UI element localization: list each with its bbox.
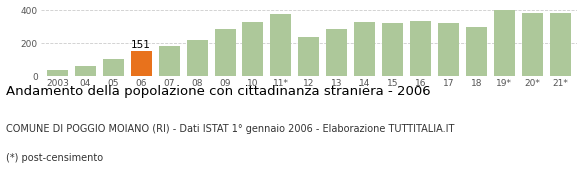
Bar <box>187 40 208 76</box>
Text: COMUNE DI POGGIO MOIANO (RI) - Dati ISTAT 1° gennaio 2006 - Elaborazione TUTTITA: COMUNE DI POGGIO MOIANO (RI) - Dati ISTA… <box>6 124 454 134</box>
Bar <box>522 13 543 76</box>
Bar <box>75 66 96 76</box>
Bar <box>130 52 152 76</box>
Text: 151: 151 <box>131 40 151 50</box>
Bar <box>382 23 403 76</box>
Bar <box>103 59 124 76</box>
Bar <box>494 10 515 76</box>
Text: (*) post-censimento: (*) post-censimento <box>6 153 103 163</box>
Bar <box>466 27 487 77</box>
Bar <box>270 14 291 76</box>
Bar <box>159 46 180 76</box>
Bar <box>354 22 375 76</box>
Bar <box>550 13 571 76</box>
Bar <box>410 21 431 76</box>
Bar <box>438 23 459 76</box>
Bar <box>242 22 263 76</box>
Text: Andamento della popolazione con cittadinanza straniera - 2006: Andamento della popolazione con cittadin… <box>6 85 430 98</box>
Bar <box>215 29 235 76</box>
Bar <box>298 37 320 76</box>
Bar <box>327 29 347 76</box>
Bar <box>47 70 68 76</box>
